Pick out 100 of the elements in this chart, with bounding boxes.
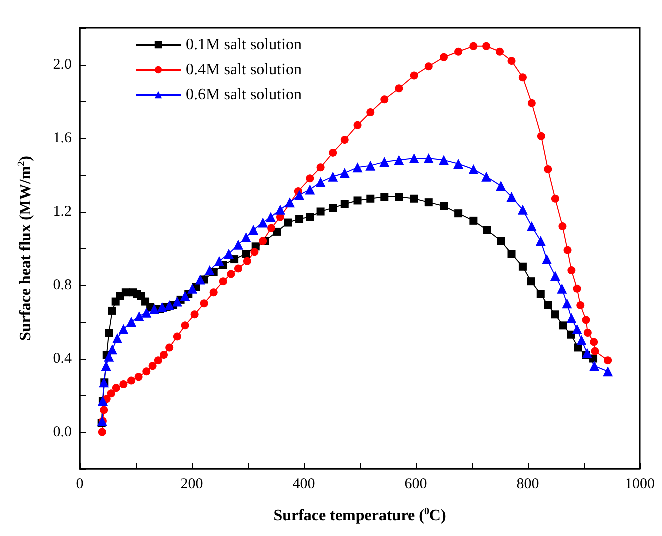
point	[160, 351, 168, 360]
point	[166, 344, 174, 352]
y-axis-title: Surface heat flux (MW/m2)	[16, 156, 34, 341]
point	[576, 335, 587, 346]
point	[564, 246, 572, 254]
point	[112, 384, 120, 392]
y-tick-label: 1.6	[53, 130, 72, 146]
point	[366, 108, 375, 117]
point	[496, 48, 504, 56]
point	[508, 250, 516, 258]
point	[126, 317, 137, 327]
point	[573, 284, 582, 293]
x-tick-label: 1000	[625, 476, 655, 492]
point	[108, 306, 116, 315]
point	[551, 194, 560, 203]
y-tick-label: 0.0	[53, 424, 72, 440]
point	[224, 249, 234, 260]
point	[296, 215, 304, 224]
point	[340, 200, 349, 208]
point	[112, 334, 123, 344]
point	[572, 324, 582, 334]
point	[542, 254, 552, 265]
point	[591, 347, 600, 356]
point	[395, 84, 404, 93]
point	[482, 172, 492, 182]
point	[527, 278, 536, 286]
point	[294, 190, 305, 200]
point	[120, 380, 128, 388]
point	[316, 177, 326, 188]
y-tick-label: 2.0	[53, 56, 72, 73]
point	[440, 53, 448, 62]
point	[118, 324, 129, 334]
point	[483, 226, 492, 234]
point	[204, 266, 215, 276]
point	[340, 168, 350, 178]
point	[172, 296, 182, 307]
x-tick-label: 800	[516, 476, 540, 492]
point	[316, 208, 325, 216]
point	[518, 74, 527, 82]
point	[482, 42, 491, 50]
point	[604, 356, 612, 365]
point	[100, 406, 108, 414]
point	[340, 136, 349, 144]
point	[219, 278, 228, 286]
point	[468, 164, 479, 174]
point	[506, 192, 517, 202]
point	[104, 352, 114, 362]
point	[214, 256, 224, 266]
x-tick-label: 400	[292, 476, 316, 492]
point	[544, 301, 552, 310]
point	[544, 165, 552, 174]
point	[410, 72, 418, 80]
point	[285, 198, 295, 208]
point	[395, 193, 404, 202]
point	[134, 373, 143, 382]
point	[582, 348, 592, 358]
point	[305, 184, 316, 195]
point	[352, 162, 363, 173]
point	[424, 62, 433, 71]
point	[241, 232, 252, 242]
point	[558, 222, 567, 230]
point	[603, 366, 614, 377]
point	[275, 204, 286, 215]
point	[439, 155, 449, 166]
point	[154, 356, 162, 365]
legend-label: 0.6M salt solution	[186, 86, 302, 104]
point	[328, 172, 338, 182]
point	[234, 264, 242, 273]
point	[424, 153, 434, 164]
point	[242, 250, 250, 258]
x-tick-label: 600	[404, 476, 428, 492]
point	[551, 310, 560, 319]
point	[306, 174, 314, 183]
point	[258, 218, 268, 228]
point	[380, 193, 389, 202]
y-tick-label: 1.2	[53, 204, 72, 220]
point	[354, 121, 362, 130]
point	[107, 390, 116, 398]
point	[243, 257, 252, 266]
point	[590, 361, 600, 372]
point	[188, 284, 198, 294]
point	[584, 329, 592, 338]
point	[149, 304, 160, 314]
point	[470, 42, 478, 50]
point	[454, 158, 464, 169]
point	[424, 198, 433, 207]
point	[233, 240, 244, 250]
point	[590, 338, 598, 346]
point	[454, 210, 463, 218]
point	[582, 316, 590, 324]
point	[366, 160, 376, 171]
point	[496, 181, 506, 192]
point	[200, 300, 208, 308]
point	[316, 164, 325, 172]
point	[329, 148, 338, 157]
point	[536, 236, 546, 246]
point	[470, 216, 478, 225]
legend-label: 0.1M salt solution	[186, 36, 302, 54]
point	[410, 194, 418, 203]
point	[98, 428, 106, 436]
